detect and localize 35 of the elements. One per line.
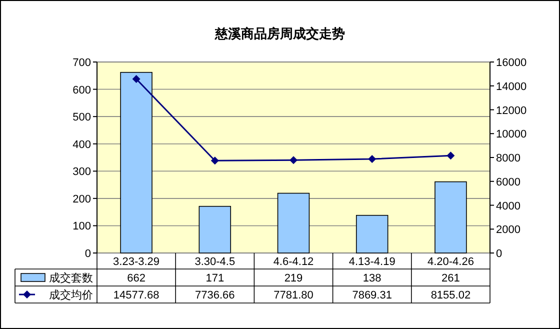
y2-tick-label: 4000 — [496, 200, 520, 212]
y2-tick-label: 10000 — [496, 128, 527, 141]
y2-tick-label: 16000 — [496, 57, 527, 69]
chart-title: 慈溪商品房周成交走势 — [214, 26, 345, 41]
data-label: 7736.66 — [195, 290, 235, 302]
y2-tick-label: 12000 — [496, 104, 527, 117]
y2-tick-label: 2000 — [496, 224, 520, 236]
y-tick-label: 700 — [72, 57, 91, 69]
y-tick-label: 300 — [72, 166, 91, 178]
y-tick-label: 0 — [84, 248, 91, 260]
legend-label: 成交套数 — [49, 272, 93, 284]
x-tick-label: 4.6-4.12 — [273, 256, 314, 268]
x-tick-label: 3.30-4.5 — [194, 256, 236, 268]
data-label: 7781.80 — [274, 290, 314, 302]
x-tick-label: 3.23-3.29 — [113, 256, 160, 268]
y2-tick-label: 0 — [496, 248, 502, 260]
data-label: 14577.68 — [113, 290, 160, 302]
data-label: 8155.02 — [430, 290, 471, 302]
y-tick-label: 500 — [72, 112, 91, 124]
y2-tick-label: 6000 — [496, 176, 520, 188]
x-tick-label: 4.20-4.26 — [427, 256, 474, 268]
y2-tick-label: 14000 — [496, 80, 527, 93]
data-label: 138 — [362, 272, 382, 284]
y-tick-label: 200 — [72, 193, 91, 206]
data-label: 261 — [442, 272, 460, 284]
data-label: 7869.31 — [352, 290, 392, 302]
data-label: 662 — [127, 272, 146, 284]
y-tick-label: 600 — [72, 84, 91, 96]
y2-tick-label: 8000 — [496, 152, 520, 164]
legend-label: 成交均价 — [49, 288, 93, 302]
data-label: 219 — [284, 272, 303, 284]
data-label: 171 — [206, 272, 224, 284]
x-tick-label: 4.13-4.19 — [348, 256, 396, 268]
y-tick-label: 100 — [72, 220, 91, 233]
y-tick-label: 400 — [72, 138, 91, 151]
